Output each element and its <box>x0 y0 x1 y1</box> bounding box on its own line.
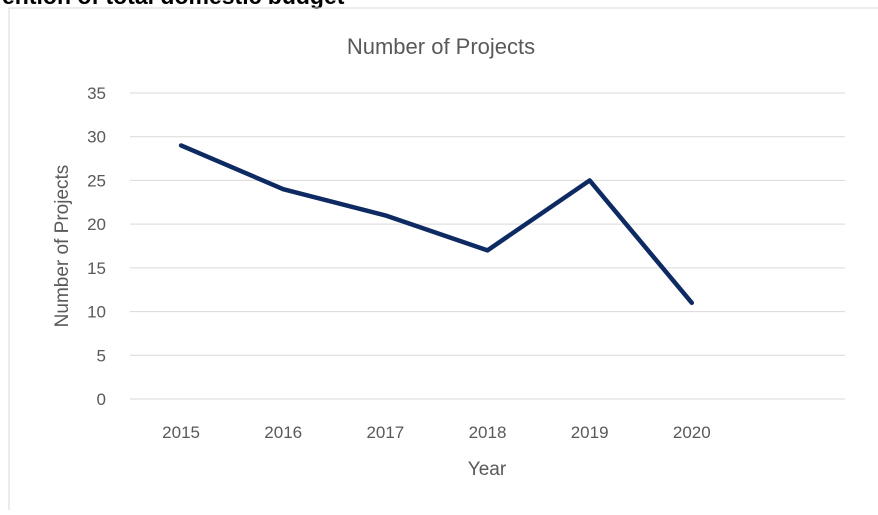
y-tick-label: 0 <box>97 390 106 409</box>
clipped-heading: ention of total domestic budget <box>2 0 345 9</box>
chart-title: Number of Projects <box>347 34 535 59</box>
chart-border <box>8 7 878 510</box>
y-tick-label: 30 <box>87 128 106 147</box>
x-tick-label: 2017 <box>366 423 404 442</box>
y-tick-label: 20 <box>87 215 106 234</box>
x-tick-label: 2020 <box>673 423 711 442</box>
y-axis-label: Number of Projects <box>52 165 73 328</box>
y-tick-label: 35 <box>87 84 106 103</box>
y-tick-label: 15 <box>87 259 106 278</box>
y-tick-label: 25 <box>87 171 106 190</box>
y-tick-label: 5 <box>97 346 106 365</box>
x-tick-label: 2018 <box>469 423 507 442</box>
y-tick-label: 10 <box>87 303 106 322</box>
x-axis-label: Year <box>468 459 507 480</box>
x-tick-label: 2015 <box>162 423 200 442</box>
x-tick-label: 2019 <box>571 423 609 442</box>
x-tick-label: 2016 <box>264 423 302 442</box>
data-line <box>178 143 695 306</box>
